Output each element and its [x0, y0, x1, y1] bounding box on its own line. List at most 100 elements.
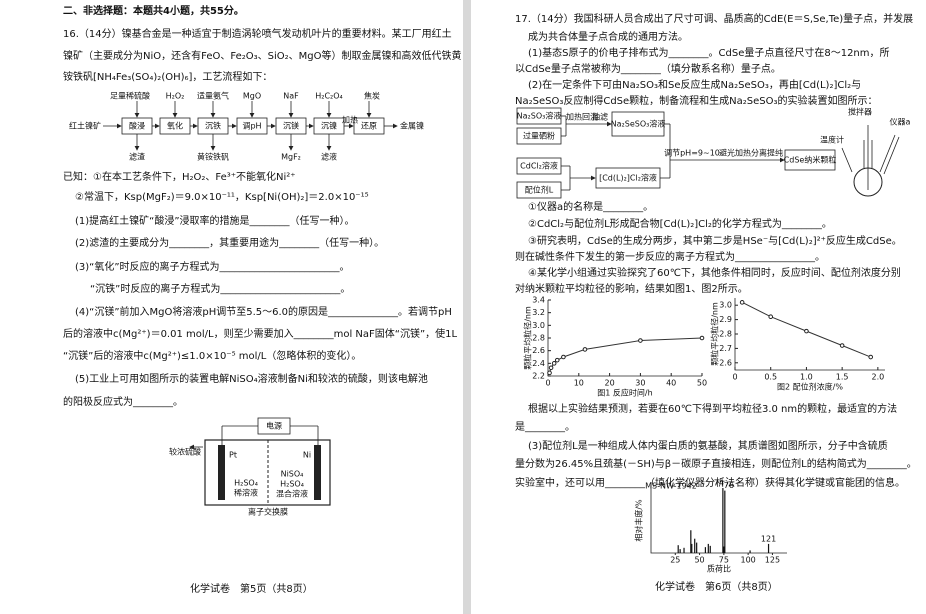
- flow-step: 酸浸: [129, 121, 145, 131]
- connector: [879, 134, 896, 173]
- outlet-label: 较浓硫酸: [169, 447, 201, 457]
- x-axis-label: 图1 反应时间/h: [597, 388, 652, 398]
- x-tick-label: 0: [545, 379, 550, 388]
- question-line: ③研究表明，CdSe的生成分两步，其中第二步是HSe⁻与[Cd(L)₂]²⁺反应…: [528, 236, 902, 247]
- peak: [749, 550, 751, 553]
- flow-box-label: 过量硒粉: [523, 131, 555, 141]
- peak: [724, 490, 726, 553]
- flow-box-label: Na₂SO₃溶液: [517, 111, 562, 121]
- question-line: 是________。: [515, 422, 575, 433]
- page-footer: 化学试卷 第5页（共8页）: [190, 584, 313, 595]
- y-tick-label: 2.7: [719, 344, 732, 353]
- flow-box-label: 配位剂L: [525, 185, 554, 195]
- x-tick-label: 40: [666, 379, 676, 388]
- flow-step: 氧化: [167, 121, 183, 131]
- x-tick-label: 0: [732, 373, 737, 382]
- question-line: 铵铁矾[NH₄Fe₃(SO₄)₂(OH)₆]，工艺流程如下：: [63, 72, 273, 83]
- question-line: (2)在一定条件下可由Na₂SO₃和Se反应生成Na₂SeSO₃，再由[Cd(L…: [528, 80, 862, 91]
- y-tick-label: 2.6: [532, 346, 545, 355]
- flow-step: 调节pH=9~10: [664, 149, 720, 158]
- x-tick-label: 50: [697, 379, 707, 388]
- flow-step: 还原: [361, 121, 377, 131]
- y-tick-label: 2.8: [719, 330, 732, 339]
- electrode: [314, 445, 321, 500]
- peak: [709, 545, 711, 553]
- question-line: 的阳极反应式为________。: [63, 397, 183, 408]
- question-line: 17.（14分）我国科研人员合成出了尺寸可调、晶质高的CdE(E＝S,Se,Te…: [515, 14, 914, 25]
- x-tick-label: 75: [719, 556, 729, 565]
- peak: [696, 542, 698, 553]
- peak: [691, 543, 693, 553]
- solution-label: H₂SO₄: [234, 479, 258, 488]
- data-point: [554, 357, 560, 363]
- data-point: [804, 328, 809, 334]
- question-line: (2)滤渣的主要成分为________，其重要用途为________（任写一种）…: [75, 238, 385, 249]
- y-tick-label: 3.4: [532, 296, 545, 305]
- x-tick-label: 0.5: [764, 373, 777, 382]
- flow-residue: 黄铵铁矾: [197, 152, 229, 162]
- solution-label: 混合溶液: [276, 489, 308, 499]
- question-line: Na₂SeSO₃反应制得CdSe颗粒，制备流程和生成Na₂SeSO₃的实验装置如…: [515, 96, 878, 107]
- flow-step: 加热回流: [566, 112, 598, 122]
- question-line: 根据以上实验结果预测，若要在60℃下得到平均粒径3.0 nm的颗粒，最适宜的方法: [528, 404, 898, 415]
- cathode-label: Ni: [303, 451, 311, 460]
- question-line: ①仪器a的名称是________。: [528, 202, 654, 213]
- question-line: “沉铁”时反应的离子方程式为________________________。: [90, 284, 351, 295]
- flow-box-label: [Cd(L)₂]Cl₂溶液: [599, 173, 657, 183]
- data-point: [561, 354, 566, 360]
- flow-residue: 滤液: [321, 152, 337, 162]
- data-point: [699, 335, 705, 341]
- flow-step: 沉铁: [205, 121, 221, 131]
- y-tick-label: 2.9: [719, 315, 732, 324]
- question-line: 已知：①在本工艺条件下，H₂O₂、Fe³⁺不能氧化Ni²⁺: [63, 172, 296, 183]
- membrane-label: 离子交换膜: [248, 507, 288, 517]
- question-line: (3)配位剂L是一种组成人体内蛋白质的氨基酸，其质谱图如图所示，分子中含硫质: [528, 441, 888, 452]
- axis: [547, 300, 702, 377]
- peak: [722, 488, 724, 553]
- flow-step: 避光加热: [719, 148, 751, 158]
- question-line: 16.（14分）镍基合金是一种适宜于制造涡轮喷气发动机叶片的重要材料。某工厂用红…: [63, 29, 452, 40]
- peak: [704, 547, 706, 553]
- x-axis-label: 图2 配位剂浓度/%: [777, 382, 843, 392]
- anode-label: Pt: [229, 451, 237, 460]
- spectrum-title: MS-NW-1942: [645, 482, 697, 491]
- question-line: (1)基态S原子的价电子排布式为________。CdSe量子点直径尺寸在8～1…: [528, 48, 890, 59]
- section-heading: 二、非选择题：本题共4小题，共55分。: [63, 6, 244, 17]
- peak-label: 74: [714, 479, 724, 488]
- peak: [690, 530, 692, 553]
- peak-label: 76: [724, 481, 734, 490]
- question-line: (3)“氧化”时反应的离子方程式为_______________________…: [75, 262, 350, 273]
- solution-label: NiSO₄: [281, 470, 304, 479]
- data-point: [551, 361, 557, 366]
- apparatus-label: 温度计: [820, 135, 844, 145]
- y-axis-label: 颗粒平均粒径/nm: [523, 306, 533, 370]
- data-point: [768, 314, 774, 320]
- question-line: 以CdSe量子点常被称为________（填分散系名称）量子点。: [515, 64, 781, 75]
- flow-start: 红土镍矿: [69, 121, 101, 131]
- data-point: [548, 365, 554, 371]
- page-gutter: [463, 0, 471, 614]
- question-line: 实验室中，还可以用________（填化学仪器分析法名称）获得其化学键或官能团的…: [515, 478, 905, 489]
- x-tick-label: 100: [741, 556, 756, 565]
- box: [784, 149, 836, 171]
- connector: [841, 147, 853, 173]
- y-tick-label: 3.0: [532, 321, 545, 330]
- peak: [677, 545, 679, 553]
- x-tick-label: 1.5: [836, 373, 849, 382]
- flow-reagent: MgO: [243, 92, 261, 101]
- x-tick-label: 125: [765, 556, 780, 565]
- flow-step: 抽滤: [592, 112, 608, 122]
- question-line: 对纳米颗粒平均粒径的影响，结果如图1、图2所示。: [515, 284, 748, 295]
- axis: [734, 298, 885, 371]
- flow-reagent: H₂O₂: [166, 92, 185, 101]
- flow-box-label: Na₂SeSO₃溶液: [611, 119, 666, 129]
- peak: [767, 543, 770, 553]
- y-tick-label: 3.0: [719, 301, 732, 310]
- question-line: 量分数为26.45%且巯基(－SH)与β－碳原子直接相连，则配位剂L的结构简式为…: [515, 459, 917, 470]
- question-line: 则在碱性条件下发生的第一步反应的离子方程式为________________。: [515, 252, 825, 263]
- apparatus-label: 仪器a: [890, 118, 911, 127]
- flow-box-label: CdCl₂溶液: [520, 161, 558, 171]
- apparatus-label: 搅拌器: [848, 107, 872, 117]
- question-line: ②CdCl₂与配位剂L形成配合物[Cd(L)₂]Cl₂的化学方程式为______…: [528, 219, 832, 230]
